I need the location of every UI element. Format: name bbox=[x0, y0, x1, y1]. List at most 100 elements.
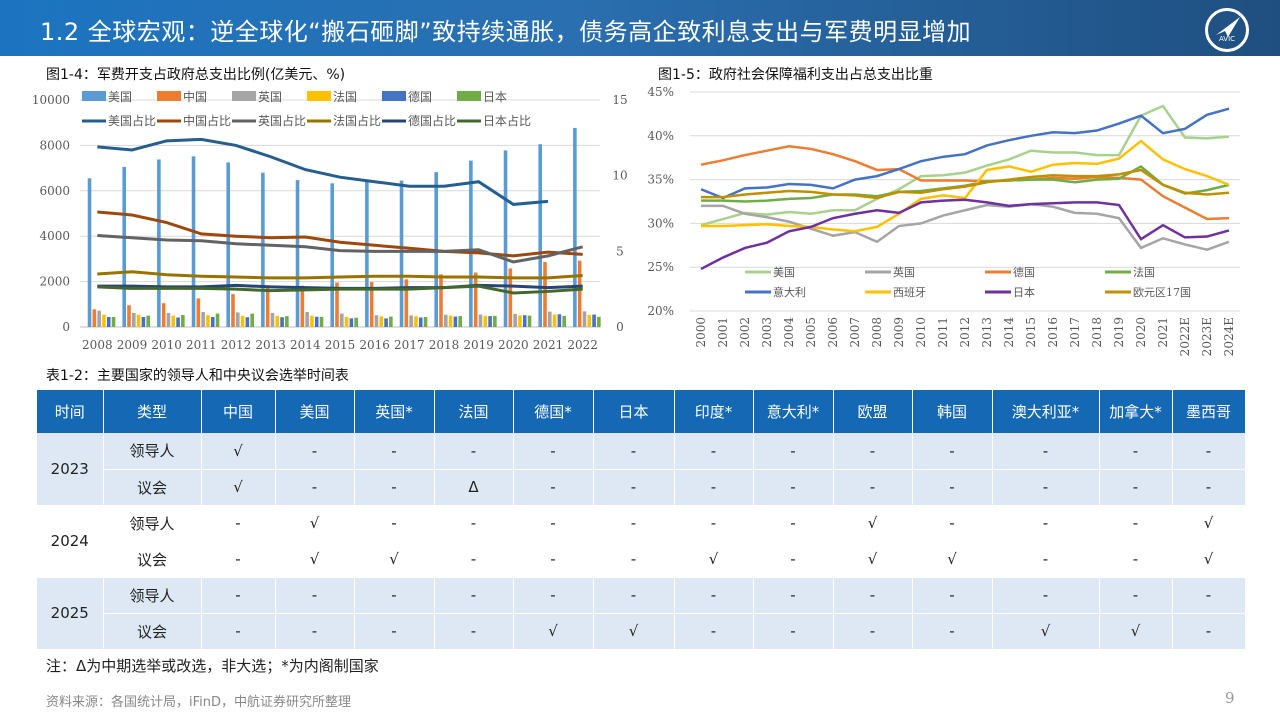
bar-德国-2021 bbox=[557, 314, 562, 327]
bar-中国-2019 bbox=[473, 272, 478, 327]
x-tick-label: 2008 bbox=[82, 338, 113, 352]
bar-德国-2010 bbox=[176, 317, 180, 327]
column-header: 德国* bbox=[513, 390, 594, 433]
legend-label: 英国占比 bbox=[258, 113, 306, 128]
x-tick-label: 2006 bbox=[826, 317, 840, 348]
election-cell: - bbox=[434, 577, 514, 614]
bar-中国-2017 bbox=[404, 279, 409, 327]
legend-label: 美国占比 bbox=[108, 113, 156, 128]
bar-法国-2009 bbox=[136, 314, 141, 327]
election-cell: - bbox=[275, 613, 355, 650]
election-cell: √ bbox=[992, 613, 1100, 650]
election-cell: - bbox=[201, 577, 276, 614]
bar-英国-2018 bbox=[444, 314, 448, 327]
column-header: 英国* bbox=[354, 390, 435, 433]
column-header: 欧盟 bbox=[833, 390, 913, 433]
bar-英国-2016 bbox=[374, 315, 379, 327]
election-cell: - bbox=[1172, 469, 1246, 506]
y-tick-label: 2000 bbox=[39, 275, 70, 289]
bar-中国-2022 bbox=[577, 260, 582, 327]
legend-label: 日本 bbox=[1013, 285, 1035, 299]
bar-德国-2022 bbox=[592, 314, 596, 327]
line-日本 bbox=[700, 198, 1230, 271]
legend-swatch bbox=[457, 91, 481, 101]
bar-英国-2015 bbox=[340, 313, 344, 327]
y-tick-label: 0 bbox=[62, 320, 70, 334]
election-cell: - bbox=[833, 433, 913, 470]
column-header: 时间 bbox=[37, 390, 104, 433]
election-cell: √ bbox=[912, 541, 993, 578]
source-text: 资料来源：各国统计局，iFinD，中航证券研究所整理 bbox=[46, 695, 352, 710]
bar-日本-2010 bbox=[181, 314, 185, 327]
bar-英国-2021 bbox=[548, 311, 552, 327]
election-cell: - bbox=[1172, 433, 1246, 470]
bar-英国-2022 bbox=[582, 311, 587, 327]
header-bar: 1.2 全球宏观：逆全球化“搬石砸脚”致持续通胀，债务高企致利息支出与军费明显增… bbox=[0, 0, 1280, 56]
legend-label: 德国占比 bbox=[408, 113, 456, 128]
legend-swatch bbox=[382, 91, 406, 101]
bar-日本-2011 bbox=[215, 313, 220, 327]
bar-美国-2021 bbox=[538, 144, 542, 327]
bar-法国-2017 bbox=[414, 316, 418, 327]
election-cell: √ bbox=[1172, 505, 1246, 542]
column-header: 日本 bbox=[593, 390, 675, 433]
bar-美国-2016 bbox=[365, 181, 369, 327]
legend-label: 德国 bbox=[1013, 265, 1035, 279]
bar-英国-2013 bbox=[270, 312, 275, 327]
bar-中国-2011 bbox=[196, 298, 201, 327]
bar-德国-2013 bbox=[280, 317, 284, 327]
legend-swatch bbox=[157, 91, 181, 101]
line-日本占比 bbox=[97, 284, 583, 295]
bar-法国-2020 bbox=[518, 315, 522, 327]
legend-label: 德国 bbox=[408, 89, 432, 104]
election-cell: - bbox=[992, 577, 1100, 614]
election-cell: √ bbox=[593, 613, 675, 650]
y-tick-label: 40% bbox=[647, 129, 674, 143]
bar-法国-2019 bbox=[483, 315, 488, 327]
x-tick-label: 2018 bbox=[1090, 317, 1104, 348]
table-row: 议会 √ - - Δ - - - - - - - - - bbox=[37, 469, 1246, 506]
election-cell: - bbox=[992, 433, 1100, 470]
x-tick-label: 2013 bbox=[980, 317, 994, 348]
bar-英国-2009 bbox=[132, 312, 136, 327]
column-header: 美国 bbox=[275, 390, 355, 433]
bar-德国-2016 bbox=[384, 318, 388, 327]
bar-美国-2020 bbox=[503, 150, 508, 327]
bar-日本-2020 bbox=[527, 315, 532, 327]
bar-日本-2015 bbox=[354, 317, 358, 327]
bar-中国-2010 bbox=[161, 303, 166, 327]
election-cell: - bbox=[833, 469, 913, 506]
election-cell: √ bbox=[201, 433, 276, 470]
bar-中国-2008 bbox=[92, 309, 97, 327]
x-tick-label: 2009 bbox=[117, 338, 148, 352]
slide-title: 1.2 全球宏观：逆全球化“搬石砸脚”致持续通胀，债务高企致利息支出与军费明显增… bbox=[40, 18, 972, 46]
column-header: 韩国 bbox=[912, 390, 993, 433]
bar-日本-2008 bbox=[111, 317, 116, 327]
y-tick-label: 25% bbox=[647, 260, 674, 274]
bar-中国-2018 bbox=[439, 274, 443, 327]
y-tick-label: 6000 bbox=[39, 184, 70, 198]
x-tick-label: 2004 bbox=[782, 317, 796, 348]
x-tick-label: 2012 bbox=[221, 338, 252, 352]
bar-中国-2014 bbox=[300, 285, 305, 327]
bar-英国-2019 bbox=[478, 314, 483, 327]
election-cell: - bbox=[912, 613, 993, 650]
election-cell: - bbox=[201, 613, 276, 650]
election-cell: - bbox=[201, 541, 276, 578]
column-header: 类型 bbox=[103, 390, 202, 433]
table-title: 表1-2：主要国家的领导人和中央议会选举时间表 bbox=[46, 368, 349, 384]
military-spending-chart: 0 2000 4000 6000 8000 10000 0 5 10 15 2008 2009 2010… bbox=[32, 89, 628, 352]
bar-德国-2008 bbox=[106, 317, 111, 327]
bar-中国-2015 bbox=[335, 282, 339, 327]
bar-美国-2008 bbox=[87, 178, 92, 327]
election-cell: - bbox=[992, 469, 1100, 506]
legend-label: 法国占比 bbox=[333, 113, 381, 128]
election-cell: √ bbox=[1099, 613, 1173, 650]
page-number: 9 bbox=[1225, 689, 1235, 707]
legend-label: 美国 bbox=[108, 90, 132, 104]
election-cell: - bbox=[992, 505, 1100, 542]
election-cell: - bbox=[354, 505, 435, 542]
legend-label: 英国 bbox=[258, 90, 282, 104]
table-row: 议会 - √ √ - - - √ - √ √ - - √ bbox=[37, 541, 1246, 578]
election-cell: - bbox=[275, 433, 355, 470]
